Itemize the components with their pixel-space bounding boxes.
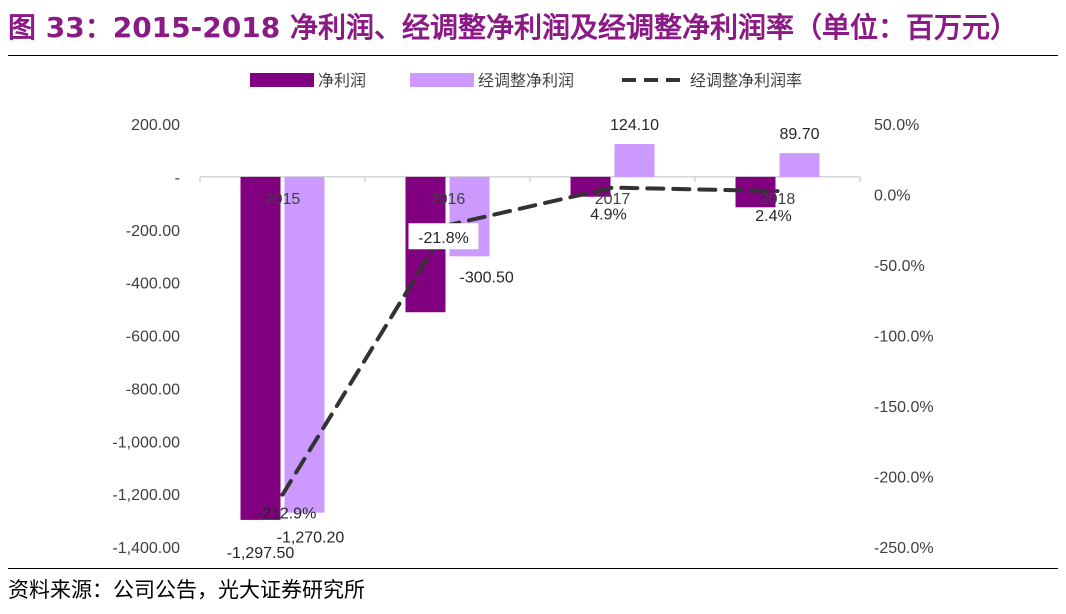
legend-label-adj-net-profit: 经调整净利润	[478, 72, 574, 90]
figure-title: 图 33：2015-2018 净利润、经调整净利润及经调整净利润率（单位：百万元…	[8, 11, 1018, 44]
y-left-tick-label: -800.00	[126, 381, 180, 398]
data-label-adj-net-profit: 124.10	[610, 117, 659, 134]
y-right-tick-label: -100.0%	[874, 329, 934, 346]
source-rule	[8, 568, 1058, 569]
y-right-tick-label: -200.0%	[874, 470, 934, 487]
data-label-adj-net-profit: -300.50	[460, 269, 514, 286]
legend: 净利润 经调整净利润 经调整净利润率	[250, 72, 802, 90]
legend-swatch-adj-net-profit	[410, 73, 474, 87]
data-label-adj-margin: 2.4%	[755, 208, 791, 225]
data-label-box	[408, 223, 479, 250]
axes: 200.00 - -200.00 -400.00 -600.00 -800.00 -1,00…	[112, 117, 933, 557]
bar-net-profit	[240, 176, 281, 520]
y-left-tick-label: -1,000.00	[112, 434, 180, 451]
legend-swatch-net-profit	[250, 73, 314, 87]
y-right-tick-label: 50.0%	[874, 117, 919, 134]
y-right-tick-label: -50.0%	[874, 258, 925, 275]
data-label-adj-margin: -21.8%	[418, 230, 469, 247]
title-rule	[8, 55, 1058, 56]
y-right-tick-label: -250.0%	[874, 540, 934, 557]
bars	[240, 144, 820, 520]
data-label-adj-net-profit: -1,270.20	[277, 530, 345, 547]
x-category-label: 2016	[430, 191, 466, 208]
y-right-tick-label: 0.0%	[874, 188, 910, 205]
source-note: 资料来源：公司公告，光大证券研究所	[8, 578, 365, 602]
bar-adj-net-profit	[284, 176, 325, 513]
data-label-adj-net-profit: 89.70	[779, 126, 819, 143]
y-left-tick-label: -200.00	[126, 223, 180, 240]
x-category-label: 2018	[760, 191, 796, 208]
y-left-tick-label: -1,200.00	[112, 487, 180, 504]
data-labels: 2015 2016 2017 2018 -1,297.50-1,270.20 -300.5…	[227, 117, 820, 562]
y-right-tick-label: -150.0%	[874, 399, 934, 416]
y-left-tick-label: -600.00	[126, 329, 180, 346]
bar-adj-net-profit	[614, 144, 655, 177]
y-left-tick-label: -400.00	[126, 276, 180, 293]
chart-area: 净利润 经调整净利润 经调整净利润率 200.00 - -200.00 -400.00 -6…	[112, 72, 933, 562]
margin-line	[280, 185, 780, 497]
data-label-net-profit: -1,297.50	[227, 545, 295, 562]
data-label-adj-margin: -212.9%	[257, 506, 317, 523]
legend-label-net-profit: 净利润	[318, 72, 366, 90]
legend-label-adj-margin: 经调整净利润率	[690, 72, 802, 90]
y-left-tick-label: 200.00	[131, 117, 180, 134]
y-left-tick-label: -	[175, 170, 180, 187]
data-label-adj-margin: 4.9%	[590, 207, 626, 224]
bar-adj-net-profit	[779, 153, 820, 177]
x-category-label: 2017	[595, 191, 631, 208]
line-adj-margin	[280, 185, 780, 497]
x-category-label: 2015	[265, 191, 301, 208]
y-left-tick-label: -1,400.00	[112, 540, 180, 557]
